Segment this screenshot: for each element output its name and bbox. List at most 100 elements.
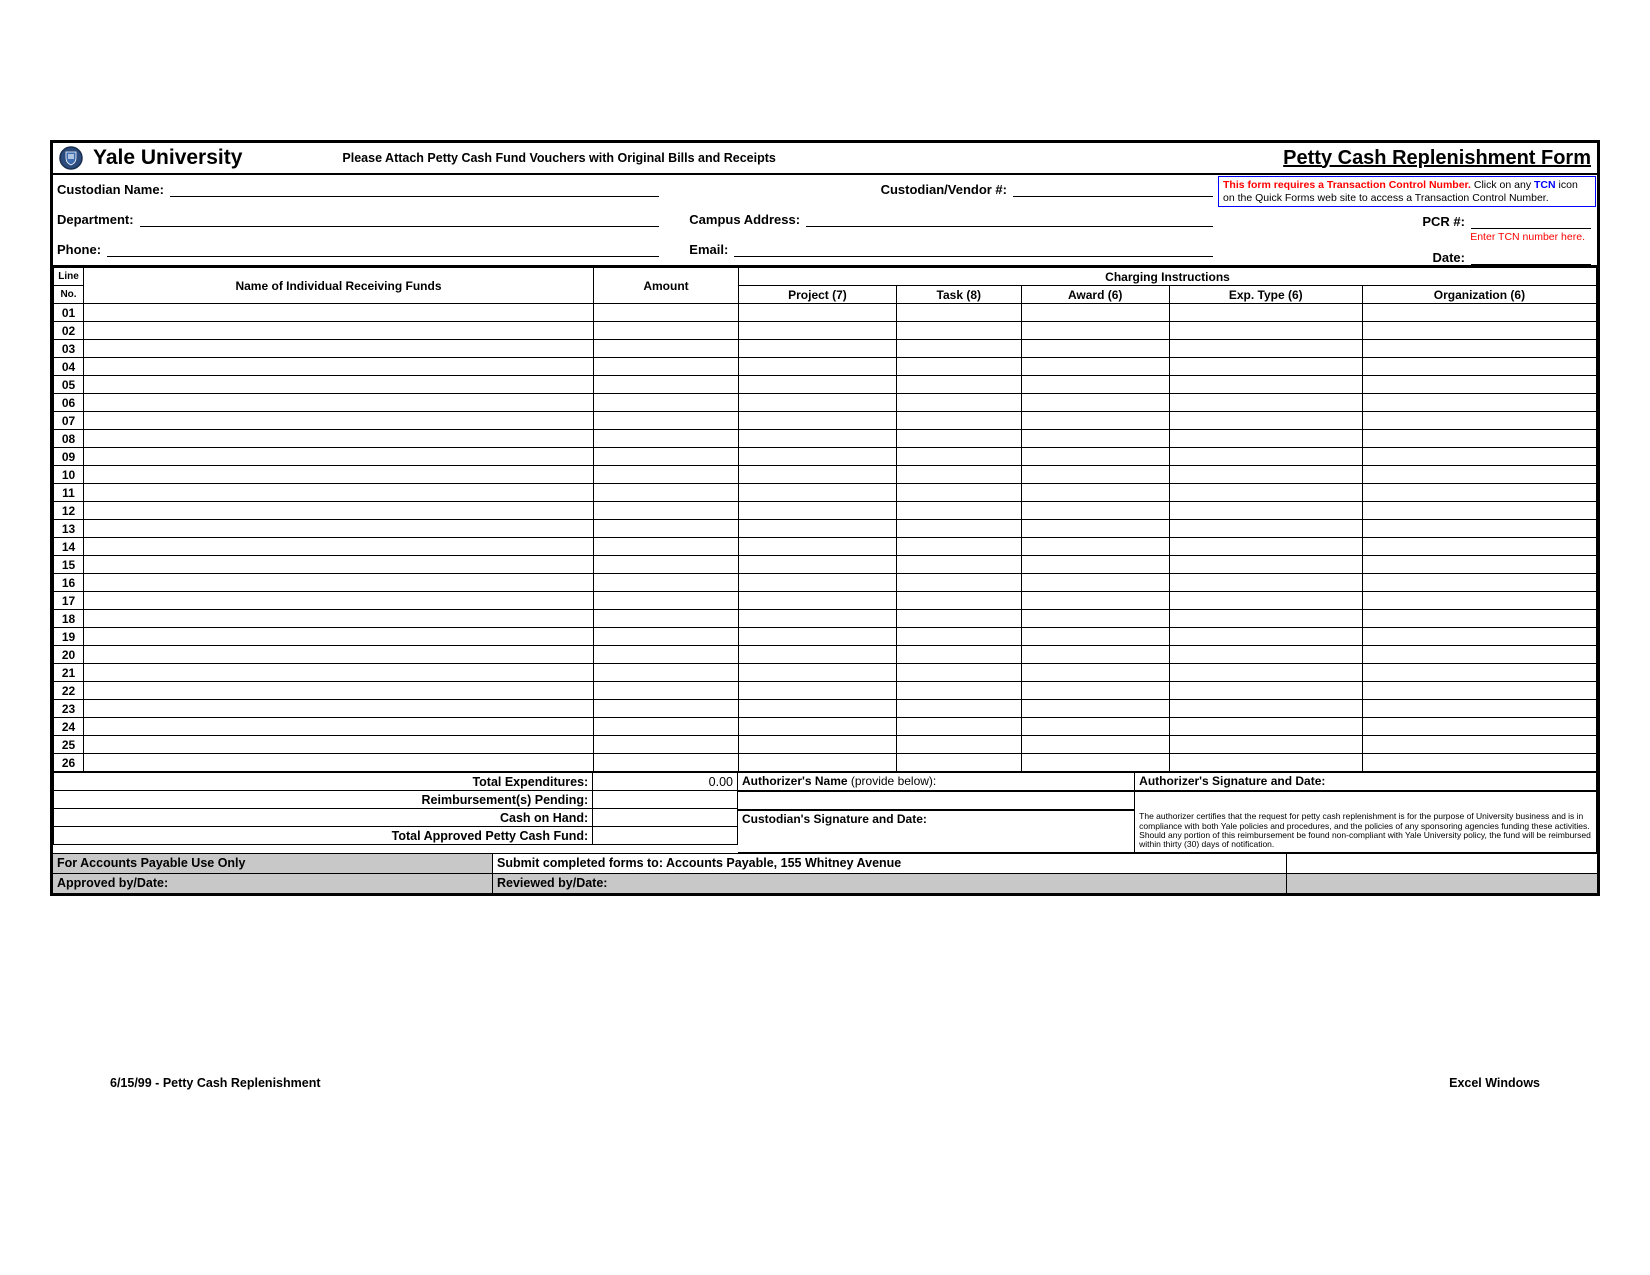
- cell-name[interactable]: [84, 412, 594, 430]
- cell-project[interactable]: [739, 340, 897, 358]
- cell-amount[interactable]: [594, 574, 739, 592]
- cell-exptype[interactable]: [1169, 484, 1362, 502]
- cell-exptype[interactable]: [1169, 322, 1362, 340]
- pcr-input[interactable]: [1471, 213, 1591, 229]
- cell-org[interactable]: [1362, 502, 1596, 520]
- cell-name[interactable]: [84, 376, 594, 394]
- cell-award[interactable]: [1021, 610, 1169, 628]
- cell-org[interactable]: [1362, 412, 1596, 430]
- cell-exptype[interactable]: [1169, 520, 1362, 538]
- cell-award[interactable]: [1021, 682, 1169, 700]
- cell-org[interactable]: [1362, 736, 1596, 754]
- cell-task[interactable]: [896, 700, 1021, 718]
- cell-task[interactable]: [896, 412, 1021, 430]
- cell-project[interactable]: [739, 610, 897, 628]
- cell-exptype[interactable]: [1169, 610, 1362, 628]
- phone-input[interactable]: [107, 241, 659, 257]
- cell-project[interactable]: [739, 700, 897, 718]
- cell-award[interactable]: [1021, 412, 1169, 430]
- total-approved-input[interactable]: [593, 827, 738, 845]
- cell-task[interactable]: [896, 754, 1021, 772]
- cell-exptype[interactable]: [1169, 448, 1362, 466]
- cell-task[interactable]: [896, 664, 1021, 682]
- cell-award[interactable]: [1021, 664, 1169, 682]
- cell-org[interactable]: [1362, 358, 1596, 376]
- cell-org[interactable]: [1362, 322, 1596, 340]
- cell-project[interactable]: [739, 682, 897, 700]
- cell-name[interactable]: [84, 736, 594, 754]
- cell-org[interactable]: [1362, 700, 1596, 718]
- cell-exptype[interactable]: [1169, 502, 1362, 520]
- cell-award[interactable]: [1021, 754, 1169, 772]
- cell-award[interactable]: [1021, 556, 1169, 574]
- cell-award[interactable]: [1021, 592, 1169, 610]
- cell-award[interactable]: [1021, 340, 1169, 358]
- cell-name[interactable]: [84, 430, 594, 448]
- cell-amount[interactable]: [594, 376, 739, 394]
- cell-org[interactable]: [1362, 592, 1596, 610]
- cell-task[interactable]: [896, 430, 1021, 448]
- cell-exptype[interactable]: [1169, 628, 1362, 646]
- cell-award[interactable]: [1021, 736, 1169, 754]
- cell-org[interactable]: [1362, 394, 1596, 412]
- tcn-link[interactable]: TCN: [1534, 179, 1556, 191]
- cell-project[interactable]: [739, 574, 897, 592]
- date-input[interactable]: [1471, 249, 1591, 265]
- cell-name[interactable]: [84, 358, 594, 376]
- cell-task[interactable]: [896, 646, 1021, 664]
- cell-amount[interactable]: [594, 448, 739, 466]
- cell-project[interactable]: [739, 466, 897, 484]
- cell-name[interactable]: [84, 664, 594, 682]
- cell-amount[interactable]: [594, 304, 739, 322]
- cell-task[interactable]: [896, 736, 1021, 754]
- cell-org[interactable]: [1362, 448, 1596, 466]
- cell-amount[interactable]: [594, 430, 739, 448]
- cell-amount[interactable]: [594, 394, 739, 412]
- cell-task[interactable]: [896, 466, 1021, 484]
- cell-amount[interactable]: [594, 556, 739, 574]
- custodian-vendor-input[interactable]: [1013, 181, 1213, 197]
- cell-task[interactable]: [896, 304, 1021, 322]
- cell-amount[interactable]: [594, 340, 739, 358]
- cash-on-hand-input[interactable]: [593, 809, 738, 827]
- cell-project[interactable]: [739, 664, 897, 682]
- cell-name[interactable]: [84, 484, 594, 502]
- cell-amount[interactable]: [594, 358, 739, 376]
- cell-project[interactable]: [739, 394, 897, 412]
- cell-amount[interactable]: [594, 682, 739, 700]
- cell-task[interactable]: [896, 394, 1021, 412]
- cell-name[interactable]: [84, 754, 594, 772]
- cell-project[interactable]: [739, 736, 897, 754]
- cell-exptype[interactable]: [1169, 682, 1362, 700]
- cell-amount[interactable]: [594, 502, 739, 520]
- cell-exptype[interactable]: [1169, 412, 1362, 430]
- cell-amount[interactable]: [594, 754, 739, 772]
- cell-task[interactable]: [896, 610, 1021, 628]
- cell-org[interactable]: [1362, 718, 1596, 736]
- cell-amount[interactable]: [594, 322, 739, 340]
- cell-task[interactable]: [896, 520, 1021, 538]
- cell-amount[interactable]: [594, 484, 739, 502]
- custodian-name-input[interactable]: [170, 181, 659, 197]
- cell-org[interactable]: [1362, 628, 1596, 646]
- auth-name-input[interactable]: [738, 791, 1135, 810]
- cell-project[interactable]: [739, 538, 897, 556]
- cell-project[interactable]: [739, 430, 897, 448]
- cell-name[interactable]: [84, 538, 594, 556]
- cell-award[interactable]: [1021, 394, 1169, 412]
- cell-award[interactable]: [1021, 520, 1169, 538]
- cell-org[interactable]: [1362, 610, 1596, 628]
- cell-award[interactable]: [1021, 358, 1169, 376]
- cell-task[interactable]: [896, 538, 1021, 556]
- cell-amount[interactable]: [594, 736, 739, 754]
- cell-project[interactable]: [739, 448, 897, 466]
- cell-exptype[interactable]: [1169, 592, 1362, 610]
- cell-project[interactable]: [739, 628, 897, 646]
- cell-task[interactable]: [896, 484, 1021, 502]
- cell-name[interactable]: [84, 682, 594, 700]
- cell-org[interactable]: [1362, 376, 1596, 394]
- campus-address-input[interactable]: [806, 211, 1213, 227]
- cell-award[interactable]: [1021, 574, 1169, 592]
- cell-task[interactable]: [896, 376, 1021, 394]
- cell-amount[interactable]: [594, 628, 739, 646]
